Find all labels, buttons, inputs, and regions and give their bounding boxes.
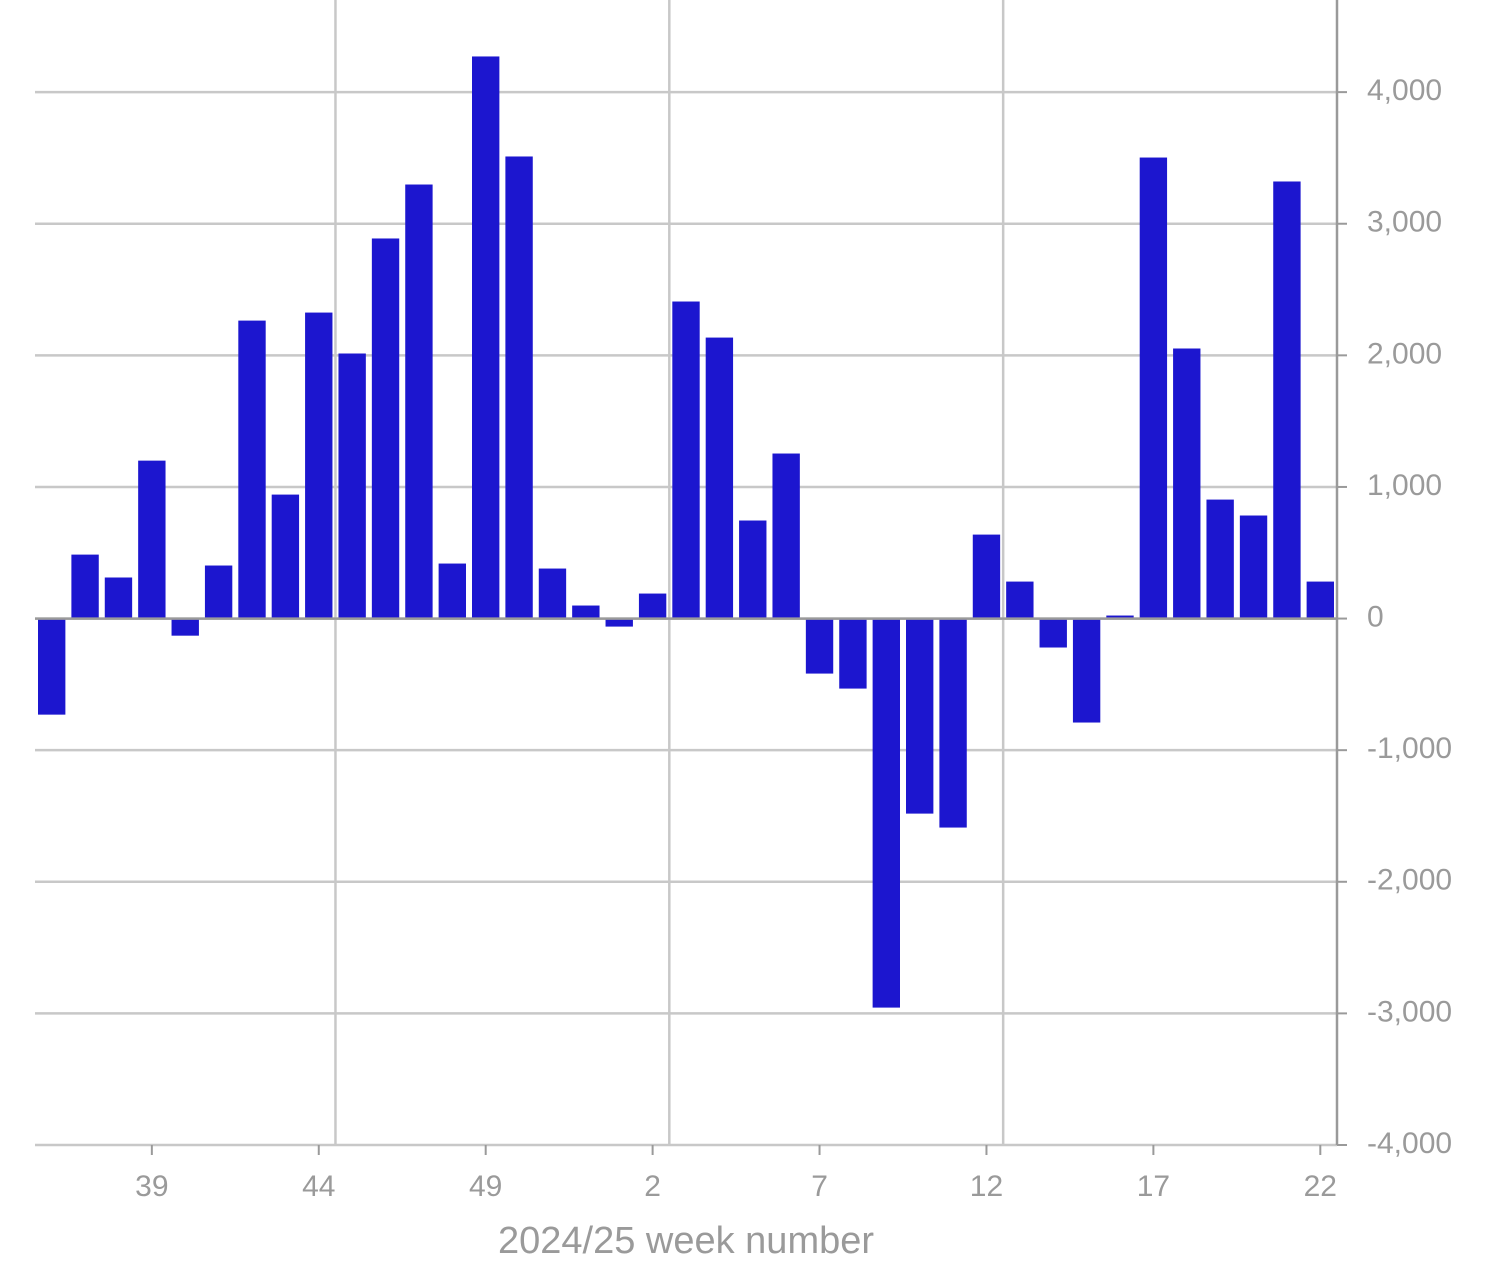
- bar: [1139, 157, 1168, 619]
- x-tick-label: 7: [811, 1170, 828, 1203]
- x-tick-label: 17: [1137, 1170, 1170, 1203]
- bar: [972, 534, 1001, 619]
- y-tick-label: -1,000: [1367, 732, 1452, 765]
- x-tick-label: 12: [970, 1170, 1003, 1203]
- bar: [438, 563, 466, 619]
- y-tick-label: 4,000: [1367, 74, 1442, 107]
- bar: [238, 320, 266, 619]
- bar: [472, 56, 500, 619]
- bar: [772, 453, 800, 619]
- bar: [38, 618, 66, 715]
- x-tick-label: 39: [135, 1170, 168, 1203]
- y-tick-label: -2,000: [1367, 864, 1452, 897]
- bar: [906, 618, 934, 814]
- bar: [405, 184, 433, 619]
- bar: [1039, 618, 1067, 648]
- bar: [271, 494, 300, 619]
- bar: [739, 520, 767, 619]
- bar: [204, 565, 233, 619]
- axes: -4,000 -3,000 -2,000 -1,000 0 1,000 2,000 3,000…: [35, 0, 1452, 1203]
- bar: [805, 618, 834, 674]
- bar: [638, 593, 667, 619]
- bar: [505, 156, 533, 619]
- bar: [1206, 499, 1234, 619]
- bar: [1173, 348, 1201, 619]
- bars: [38, 56, 1334, 1008]
- x-tick-label: 22: [1304, 1170, 1337, 1203]
- bar: [1273, 181, 1301, 619]
- bar: [839, 618, 867, 689]
- bar: [1006, 581, 1034, 619]
- bar: [1306, 581, 1334, 619]
- y-tick-label: -4,000: [1367, 1127, 1452, 1160]
- x-tick-label: 44: [302, 1170, 335, 1203]
- bar: [672, 301, 700, 619]
- bar: [705, 337, 734, 619]
- x-tick-label: 49: [469, 1170, 502, 1203]
- bar: [171, 618, 199, 636]
- x-axis-title: 2024/25 week number: [498, 1220, 874, 1262]
- y-tick-label: 1,000: [1367, 469, 1442, 502]
- bar: [605, 618, 633, 627]
- bar: [872, 618, 900, 1008]
- bar: [305, 312, 333, 619]
- x-tick-label: 2: [644, 1170, 661, 1203]
- bar: [104, 577, 133, 619]
- bar: [138, 460, 166, 619]
- y-tick-label: 3,000: [1367, 206, 1442, 239]
- bar: [338, 353, 366, 619]
- bar: [1106, 615, 1134, 619]
- y-tick-label: 0: [1367, 600, 1384, 633]
- bar: [71, 554, 99, 619]
- bar: [939, 618, 967, 828]
- y-tick-label: -3,000: [1367, 995, 1452, 1028]
- y-tick-label: 2,000: [1367, 337, 1442, 370]
- bar: [1239, 515, 1268, 619]
- bar: [538, 568, 567, 619]
- bar: [1072, 618, 1101, 723]
- bar: [371, 238, 400, 619]
- bar: [572, 605, 600, 619]
